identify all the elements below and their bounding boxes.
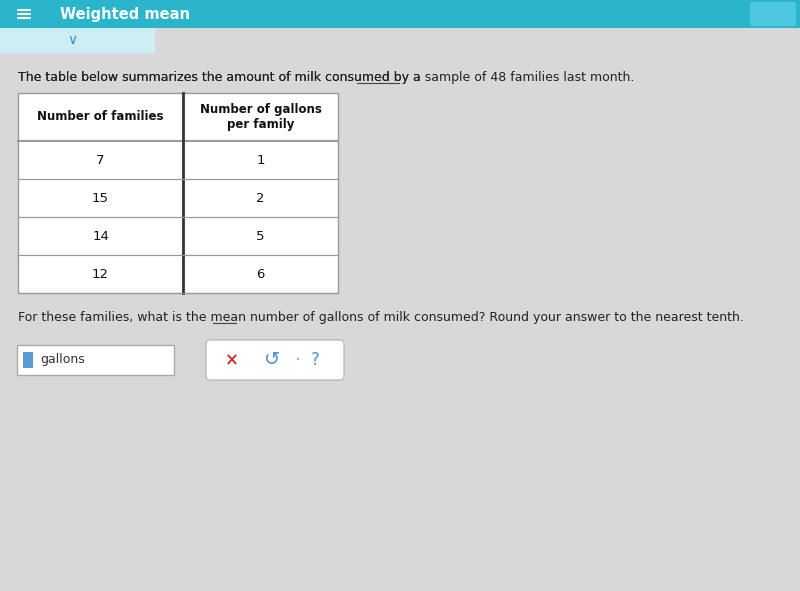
Text: 7: 7 xyxy=(96,154,105,167)
Text: The table below summarizes the amount of milk consumed by a sample of 48 familie: The table below summarizes the amount of… xyxy=(18,71,634,84)
Text: ∨: ∨ xyxy=(67,34,77,47)
Text: 2: 2 xyxy=(256,191,265,204)
Text: The table below summarizes the amount of milk consumed by a: The table below summarizes the amount of… xyxy=(18,71,425,84)
Text: 6: 6 xyxy=(256,268,265,281)
Bar xyxy=(18,93,338,293)
Text: ?: ? xyxy=(310,351,319,369)
Text: ·: · xyxy=(295,350,301,369)
Text: ↺: ↺ xyxy=(264,350,280,369)
Text: 15: 15 xyxy=(92,191,109,204)
Text: 14: 14 xyxy=(92,229,109,242)
Bar xyxy=(23,352,33,368)
Text: gallons: gallons xyxy=(40,353,85,366)
Text: 12: 12 xyxy=(92,268,109,281)
FancyBboxPatch shape xyxy=(17,345,174,375)
Text: ×: × xyxy=(225,351,239,369)
Text: Number of families: Number of families xyxy=(38,111,164,124)
Text: 5: 5 xyxy=(256,229,265,242)
Text: Number of gallons
per family: Number of gallons per family xyxy=(199,103,322,131)
Bar xyxy=(0,28,155,53)
FancyBboxPatch shape xyxy=(750,2,796,26)
Bar xyxy=(0,0,800,28)
Text: 1: 1 xyxy=(256,154,265,167)
Text: Weighted mean: Weighted mean xyxy=(60,7,190,21)
Text: The table below summarizes the amount of milk consumed by a sample: The table below summarizes the amount of… xyxy=(18,71,470,84)
Text: The table below summarizes the amount of milk consumed by a sample of 48 familie: The table below summarizes the amount of… xyxy=(18,71,634,84)
FancyBboxPatch shape xyxy=(206,340,344,380)
Text: For these families, what is the mean number of gallons of milk consumed? Round y: For these families, what is the mean num… xyxy=(18,311,744,324)
